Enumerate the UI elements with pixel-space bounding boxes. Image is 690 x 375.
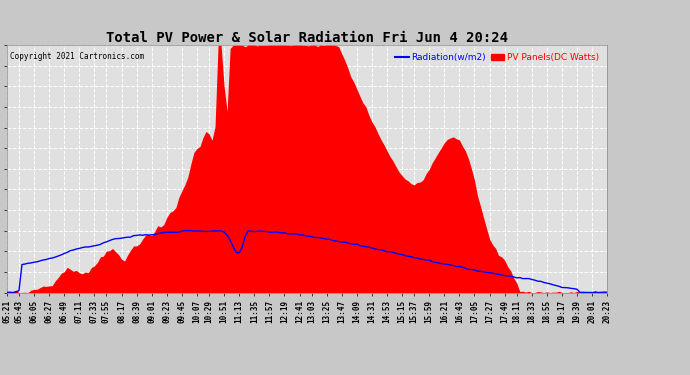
- Legend: Radiation(w/m2), PV Panels(DC Watts): Radiation(w/m2), PV Panels(DC Watts): [392, 50, 602, 66]
- Text: Copyright 2021 Cartronics.com: Copyright 2021 Cartronics.com: [10, 53, 144, 62]
- Title: Total PV Power & Solar Radiation Fri Jun 4 20:24: Total PV Power & Solar Radiation Fri Jun…: [106, 31, 508, 45]
